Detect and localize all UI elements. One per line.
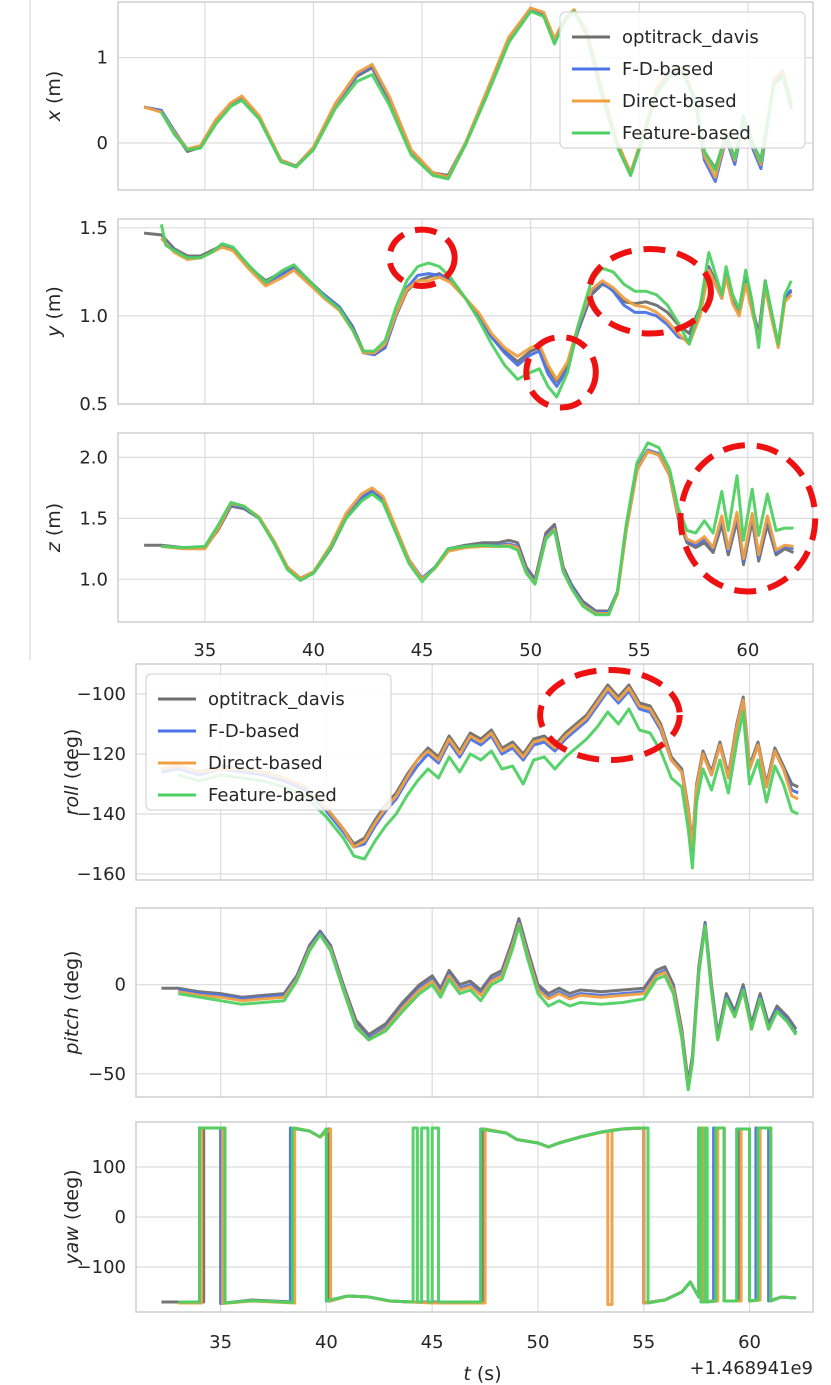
legend-entry: F-D-based bbox=[208, 721, 300, 742]
series-line-direct-based bbox=[161, 686, 799, 849]
y-tick-label: 1.0 bbox=[79, 306, 108, 327]
x-tick-label: 45 bbox=[421, 1332, 444, 1353]
y-axis-label-var: yaw bbox=[61, 1226, 83, 1266]
y-axis-label-unit: (deg) bbox=[61, 729, 83, 786]
y-tick-label: −120 bbox=[77, 744, 126, 765]
legend-entry: optitrack_davis bbox=[208, 689, 345, 710]
legend-entry: optitrack_davis bbox=[622, 27, 759, 48]
x-tick-label: 40 bbox=[315, 1332, 338, 1353]
x-tick-label: 55 bbox=[628, 640, 651, 661]
x-tick-label: 40 bbox=[302, 640, 325, 661]
y-axis-label: roll (deg) bbox=[61, 729, 83, 816]
y-tick-label: 0 bbox=[115, 1207, 126, 1228]
legend-entry: Direct-based bbox=[622, 91, 737, 112]
y-axis-label-var: x bbox=[43, 109, 65, 122]
y-axis-label: z (m) bbox=[43, 503, 65, 553]
highlight-circle bbox=[386, 226, 458, 289]
y-tick-label: 1.0 bbox=[79, 569, 108, 590]
x-tick-label: 60 bbox=[738, 1332, 761, 1353]
x-tick-label: 35 bbox=[193, 640, 216, 661]
axes-frame bbox=[117, 218, 814, 405]
x-tick-label: 50 bbox=[519, 640, 542, 661]
x-offset-label: +1.468941e9 bbox=[690, 1358, 814, 1379]
x-tick-label: 60 bbox=[736, 640, 759, 661]
legend-entry: F-D-based bbox=[622, 59, 714, 80]
axes-frame bbox=[117, 1, 814, 191]
series-line-feature-based bbox=[177, 707, 799, 870]
x-tick-label: 35 bbox=[209, 1332, 232, 1353]
y-tick-label: 0 bbox=[97, 133, 108, 154]
series-line-feature-based bbox=[161, 441, 794, 617]
y-axis-label: y (m) bbox=[43, 286, 65, 338]
panel-roll: −100 −120 −140 −160 roll (deg) optitrack_davi… bbox=[61, 663, 814, 885]
y-tick-label: 1 bbox=[97, 48, 108, 69]
y-axis-label: pitch (deg) bbox=[61, 951, 83, 1056]
highlight-circle bbox=[586, 245, 714, 337]
y-axis-label: x (m) bbox=[43, 71, 65, 123]
y-axis-label-unit: (m) bbox=[43, 503, 65, 542]
y-axis-label-var: y bbox=[43, 325, 65, 338]
y-axis-label: yaw (deg) bbox=[61, 1169, 83, 1265]
panel-y: 0.5 1.0 1.5 y (m) bbox=[43, 218, 814, 415]
y-axis-label-var: z bbox=[43, 541, 65, 553]
y-tick-label: 1.5 bbox=[79, 508, 108, 529]
axes-frame bbox=[135, 663, 814, 881]
panel-x: 0 1 x (m) optitrack_davis F-D-based Direct-ba… bbox=[43, 1, 814, 191]
y-tick-label: −100 bbox=[77, 1257, 126, 1278]
y-tick-label: 100 bbox=[92, 1157, 126, 1178]
x-axis-label-unit: (s) bbox=[471, 1363, 502, 1385]
y-tick-label: 2.0 bbox=[79, 447, 108, 468]
y-axis-label-var: pitch bbox=[61, 1007, 83, 1055]
legend-entry: Feature-based bbox=[208, 785, 337, 806]
x-tick-label: 45 bbox=[411, 640, 434, 661]
legend-entry: Direct-based bbox=[208, 753, 323, 774]
y-axis-label-unit: (deg) bbox=[61, 1169, 83, 1226]
y-axis-label-unit: (m) bbox=[43, 71, 65, 110]
legend-box bbox=[145, 673, 392, 811]
x-axis-label: t (s) bbox=[463, 1363, 501, 1385]
legend-box bbox=[559, 11, 806, 149]
y-tick-label: −140 bbox=[77, 804, 126, 825]
plot-area bbox=[118, 433, 813, 622]
highlight-circle bbox=[677, 442, 819, 595]
y-axis-label-unit: (deg) bbox=[61, 951, 83, 1008]
axes-frame bbox=[135, 907, 814, 1098]
y-axis-label-var: roll bbox=[61, 785, 83, 816]
x-tick-label: 50 bbox=[527, 1332, 550, 1353]
y-axis-label-unit: (m) bbox=[43, 286, 65, 325]
series-line-feature-based bbox=[178, 924, 798, 1092]
highlight-circle bbox=[537, 667, 683, 763]
y-tick-label: 1.5 bbox=[79, 218, 108, 239]
y-tick-label: 0.5 bbox=[79, 394, 108, 415]
x-tick-label: 55 bbox=[632, 1332, 655, 1353]
series-line-feature-based bbox=[159, 223, 793, 399]
axes-frame bbox=[135, 1121, 814, 1313]
highlight-circle bbox=[523, 334, 599, 411]
y-tick-label: 0 bbox=[115, 975, 126, 996]
y-tick-label: −160 bbox=[77, 864, 126, 885]
legend-entry: Feature-based bbox=[622, 123, 751, 144]
y-tick-label: −100 bbox=[77, 684, 126, 705]
x-axis-label-var: t bbox=[463, 1363, 472, 1385]
y-tick-label: −50 bbox=[88, 1064, 126, 1085]
series-line-feature-based bbox=[178, 1126, 797, 1305]
